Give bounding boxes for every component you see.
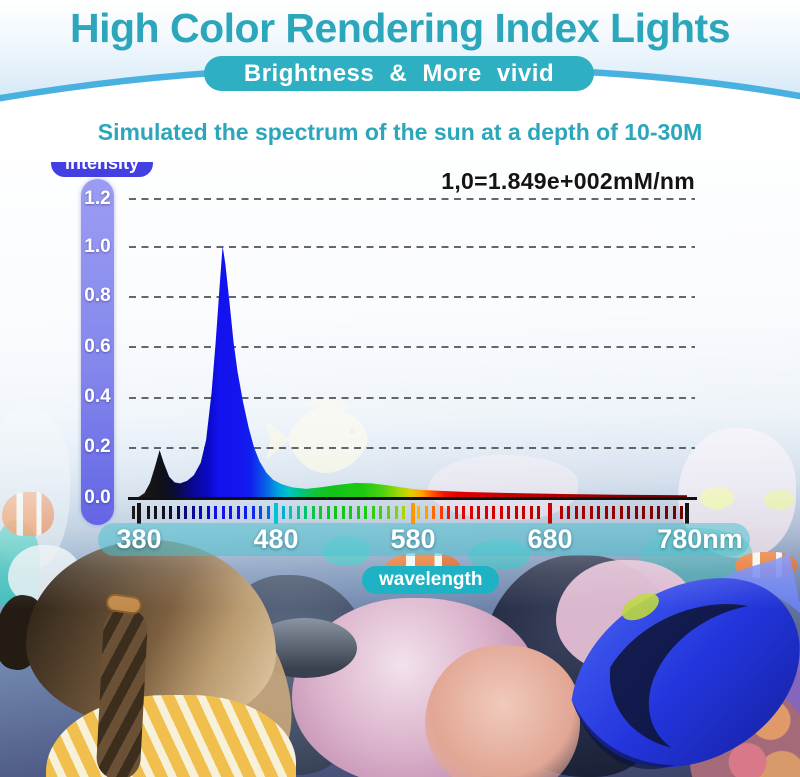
header: High Color Rendering Index Lights Bright… xyxy=(0,0,800,162)
white-haze-overlay xyxy=(0,130,800,777)
badge-brightness: Brightness & More vivid xyxy=(204,56,594,91)
aquarium-photo xyxy=(0,130,800,777)
page-title: High Color Rendering Index Lights xyxy=(70,5,731,51)
subtitle: Simulated the spectrum of the sun at a d… xyxy=(97,119,703,145)
